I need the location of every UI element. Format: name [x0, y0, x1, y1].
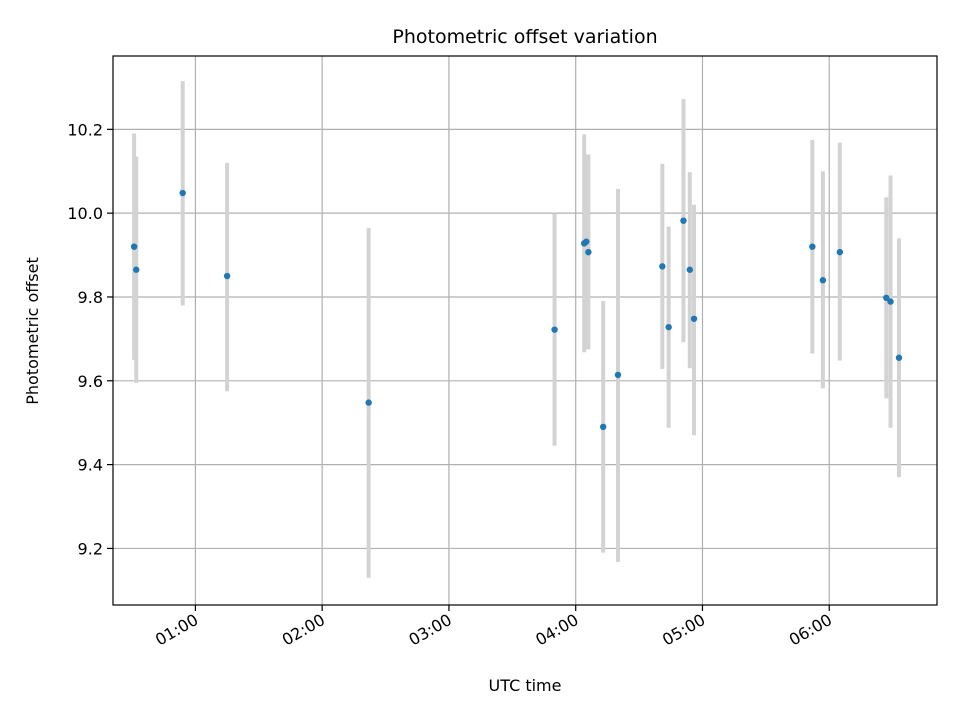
data-point	[599, 423, 607, 431]
data-point	[836, 248, 844, 256]
data-point	[614, 371, 622, 379]
data-point	[883, 294, 890, 302]
data-point	[686, 266, 693, 273]
y-tick-label: 9.2	[78, 539, 103, 558]
data-point	[819, 277, 827, 284]
y-tick-label: 9.8	[78, 288, 103, 307]
data-point	[179, 189, 186, 197]
data-point	[585, 248, 592, 256]
grid-lines	[113, 56, 937, 605]
data-point	[690, 315, 698, 322]
plot-area-frame	[112, 55, 938, 606]
data-point	[223, 272, 231, 280]
data-point	[659, 263, 666, 270]
y-axis-label: Photometric offset	[23, 257, 42, 405]
data-point	[809, 243, 816, 250]
y-tick-label: 9.4	[78, 456, 103, 475]
data-point	[887, 298, 894, 305]
y-axis-ticks: 9.2 9.4 9.6 9.8 10.0 10.2	[67, 120, 113, 558]
data-point	[680, 217, 687, 224]
y-tick-label: 10.0	[67, 204, 103, 223]
data-point	[895, 354, 903, 361]
data-points	[130, 189, 903, 431]
data-point	[133, 266, 140, 273]
chart-title: Photometric offset variation	[392, 26, 657, 48]
data-point	[665, 323, 672, 331]
data-point	[130, 243, 138, 250]
y-tick-label: 10.2	[67, 120, 103, 139]
data-point	[551, 326, 558, 333]
x-axis-label: UTC time	[489, 676, 562, 695]
y-tick-label: 9.6	[78, 372, 103, 391]
data-point	[365, 399, 372, 406]
data-point	[583, 238, 590, 245]
